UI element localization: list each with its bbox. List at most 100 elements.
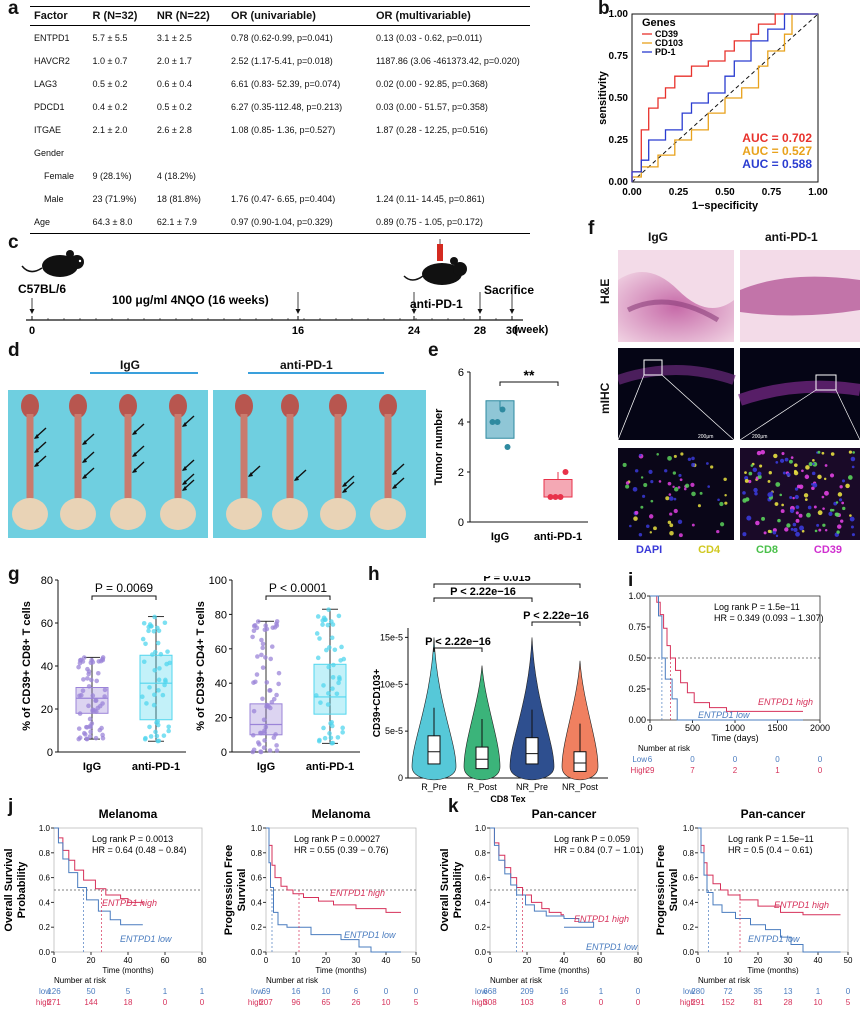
cell-dot — [668, 496, 674, 501]
table-row: ITGAE 2.1 ± 2.0 2.6 ± 2.8 1.08 (0.85- 1.36,… — [30, 118, 530, 141]
risk-value: 6 — [354, 987, 359, 996]
cell-dot — [638, 533, 643, 537]
y-tick-label: 1.0 — [683, 824, 695, 833]
cell-dot — [784, 457, 789, 462]
cell-dot — [824, 529, 828, 532]
risk-value: 0 — [384, 987, 389, 996]
data-point — [331, 662, 336, 668]
y-tick-label: 0.25 — [609, 135, 629, 146]
data-point — [156, 677, 162, 683]
data-point — [84, 736, 90, 742]
cell-dot — [845, 483, 850, 489]
table-cell: 1.0 ± 0.7 — [92, 55, 128, 66]
pvalue-label: P < 0.0001 — [269, 581, 327, 595]
risk-value: 0 — [775, 755, 780, 764]
risk-value: 0 — [733, 755, 738, 764]
y-tick-label: 0.25 — [628, 684, 646, 694]
cell-dot — [710, 465, 714, 469]
risk-value: 5 — [846, 998, 851, 1007]
data-point — [157, 666, 162, 671]
risk-value: 0 — [163, 998, 168, 1007]
x-tick-label: 10 — [292, 956, 301, 965]
cell-dot — [811, 471, 816, 476]
data-point — [167, 660, 173, 666]
cell-dot — [790, 527, 794, 531]
data-point — [151, 702, 157, 708]
cell-dot — [807, 505, 812, 510]
data-point — [155, 640, 161, 646]
cell-dot — [719, 501, 724, 507]
cell-dot — [781, 503, 784, 507]
arrowhead — [411, 309, 417, 314]
cell-dot — [697, 504, 701, 508]
data-point — [160, 692, 166, 698]
auc-label: AUC = 0.702 — [742, 131, 812, 145]
x-tick-label: 30 — [352, 956, 361, 965]
data-point — [336, 613, 342, 619]
data-point — [329, 635, 335, 641]
y-tick-label: 0.2 — [39, 923, 51, 932]
data-point — [250, 732, 256, 738]
stat-label: HR = 0.55 (0.39 − 0.76) — [294, 845, 389, 855]
data-point — [89, 677, 94, 683]
timeline-unit: (week) — [514, 324, 549, 336]
arrowhead — [82, 474, 87, 479]
cell-dot — [851, 533, 855, 537]
cd4-boxplot: 0 20 40 60 80 100 % of CD39+ CD4+ T cells IgG an… — [195, 575, 360, 773]
risk-value: 144 — [84, 998, 98, 1007]
cell-dot — [752, 467, 758, 473]
y-tick-label: 1.0 — [251, 824, 263, 833]
data-point — [268, 656, 274, 662]
data-point — [88, 660, 94, 665]
stat-label: HR = 0.64 (0.48 − 0.84) — [92, 845, 187, 855]
stomach — [12, 498, 48, 530]
risk-value: 1 — [163, 987, 168, 996]
x-tick-label: IgG — [257, 761, 275, 773]
cell-dot — [673, 508, 678, 514]
data-point — [88, 724, 93, 730]
x-tick-label: 1000 — [725, 723, 745, 733]
cell-dot — [828, 511, 833, 516]
violin — [509, 637, 555, 781]
data-point — [264, 680, 270, 685]
data-point — [85, 666, 90, 672]
cell-dot — [789, 495, 793, 500]
data-point — [276, 670, 282, 676]
data-point — [253, 679, 258, 685]
table-cell: 1187.86 (3.06 -461373.42, p=0.020) — [376, 55, 520, 66]
cell-dot — [705, 462, 709, 465]
data-point — [93, 698, 99, 703]
cell-dot — [683, 487, 687, 491]
risk-value: 16 — [292, 987, 301, 996]
stomach — [320, 498, 356, 530]
data-point — [97, 703, 103, 709]
y-tick-label: 80 — [41, 575, 53, 587]
risk-value: 6 — [648, 755, 653, 764]
y-tick-label: 0 — [458, 517, 464, 529]
cell-dot — [794, 494, 799, 500]
cell-dot — [664, 469, 668, 473]
table-cell: 0.02 (0.00 - 92.85, p=0.368) — [376, 78, 488, 89]
cell-dot — [767, 492, 773, 498]
x-tick-label: 0.50 — [715, 187, 735, 198]
data-point — [267, 748, 273, 753]
data-point — [148, 734, 154, 739]
cell-dot — [632, 486, 638, 492]
data-point — [87, 734, 93, 739]
cell-dot — [677, 486, 681, 489]
y-tick-label: 0.8 — [475, 849, 487, 858]
x-tick-label: 80 — [198, 956, 207, 965]
strain-label: C57BL/6 — [18, 282, 66, 296]
channel-cd39: CD39 — [813, 544, 843, 556]
timeline-label: 28 — [474, 325, 486, 336]
chart-title: Melanoma — [99, 808, 158, 821]
risk-row-label: High — [631, 766, 647, 775]
y-tick-label: 2 — [458, 467, 464, 479]
data-point — [81, 677, 86, 682]
data-point — [141, 620, 147, 626]
cell-dot — [812, 459, 815, 462]
table-cell: ITGAE — [34, 124, 62, 135]
table-cell — [153, 141, 227, 164]
box — [543, 479, 573, 498]
cell-dot — [817, 450, 821, 454]
